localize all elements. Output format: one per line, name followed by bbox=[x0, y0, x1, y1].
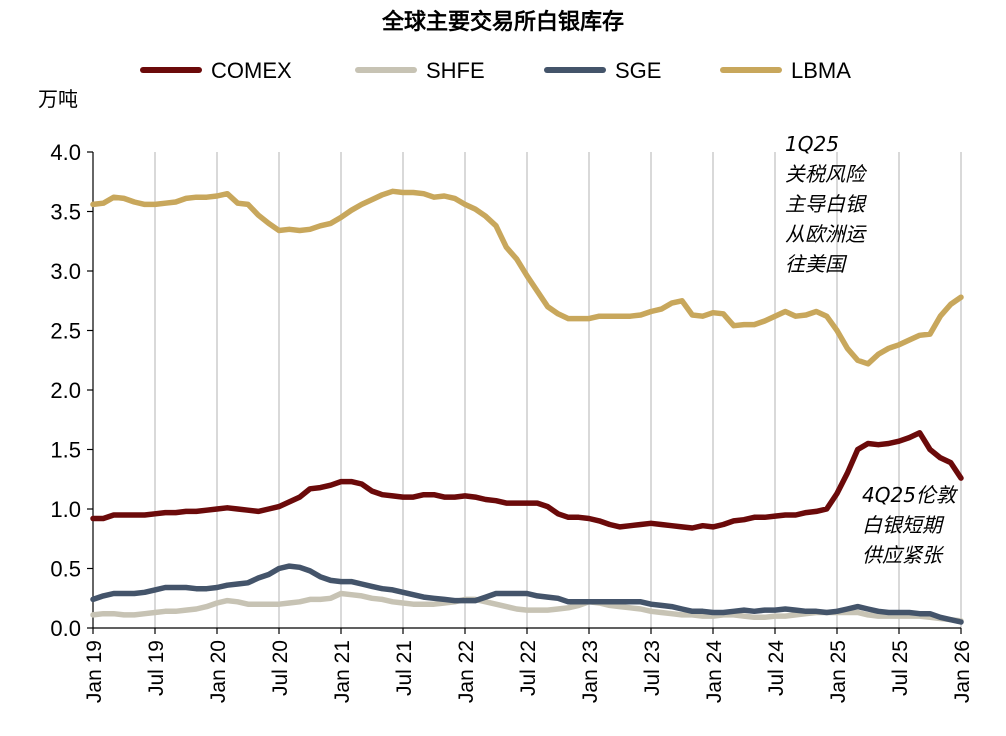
y-tick-label: 2.0 bbox=[50, 378, 81, 403]
grid bbox=[154, 152, 962, 628]
y-tick-label: 2.5 bbox=[50, 319, 81, 344]
x-tick-label: Jan 24 bbox=[703, 640, 726, 703]
x-tick-label: Jan 19 bbox=[83, 640, 106, 703]
series-line-comex bbox=[90, 430, 964, 531]
legend-label-shfe: SHFE bbox=[426, 58, 485, 83]
series-lines bbox=[90, 188, 964, 625]
annotation-line: 供应紧张 bbox=[862, 543, 945, 567]
x-tick-label: Jan 23 bbox=[579, 640, 602, 703]
axes bbox=[87, 151, 962, 634]
series-line-lbma bbox=[90, 188, 964, 367]
annotation-line: 从欧洲运 bbox=[785, 222, 867, 246]
x-tick-label: Jul 24 bbox=[765, 640, 788, 696]
y-tick-label: 4.0 bbox=[50, 140, 81, 165]
x-tick-label: Jan 21 bbox=[331, 640, 354, 703]
x-tick-label: Jul 21 bbox=[393, 640, 416, 696]
annotation-line: 关税风险 bbox=[785, 162, 868, 186]
annotations: 1Q25 关税风险主导白银从欧洲运往美国 4Q25伦敦白银短期供应紧张 bbox=[785, 132, 959, 567]
x-tick-label: Jan 25 bbox=[827, 640, 850, 703]
legend-label-sge: SGE bbox=[615, 58, 661, 83]
x-tick-label: Jul 23 bbox=[641, 640, 664, 696]
x-tick-labels: Jan 19 Jul 19 Jan 20 Jul 20 Jan 21 Jul 21 Jan … bbox=[83, 640, 974, 703]
y-tick-label: 0.0 bbox=[50, 616, 81, 641]
series-line-sge bbox=[90, 563, 964, 625]
x-tick-label: Jul 22 bbox=[517, 640, 540, 696]
annotation-2: 4Q25伦敦白银短期供应紧张 bbox=[862, 483, 959, 567]
annotation-line: 往美国 bbox=[785, 252, 848, 276]
x-tick-label: Jan 22 bbox=[455, 640, 478, 703]
annotation-line: 1Q25 bbox=[785, 132, 839, 156]
legend: COMEX SHFE SGE LBMA bbox=[140, 58, 851, 83]
x-tick-label: Jul 19 bbox=[145, 640, 168, 696]
legend-label-lbma: LBMA bbox=[791, 58, 851, 83]
y-tick-label: 1.0 bbox=[50, 497, 81, 522]
x-tick-label: Jul 25 bbox=[889, 640, 912, 696]
chart-title: 全球主要交易所白银库存 bbox=[381, 9, 624, 35]
legend-label-comex: COMEX bbox=[211, 58, 292, 83]
annotation-1: 1Q25 关税风险主导白银从欧洲运往美国 bbox=[785, 132, 868, 276]
annotation-line: 4Q25伦敦 bbox=[862, 483, 959, 507]
x-tick-label: Jan 26 bbox=[951, 640, 974, 703]
y-tick-label: 3.5 bbox=[50, 200, 81, 225]
x-tick-label: Jul 20 bbox=[269, 640, 292, 696]
x-tick-label: Jan 20 bbox=[207, 640, 230, 703]
y-tick-label: 0.5 bbox=[50, 557, 81, 582]
y-tick-labels: 0.0 0.5 1.0 1.5 2.0 2.5 3.0 3.5 4.0 bbox=[50, 140, 81, 641]
y-tick-label: 1.5 bbox=[50, 438, 81, 463]
annotation-line: 主导白银 bbox=[785, 192, 867, 216]
annotation-line: 白银短期 bbox=[862, 513, 945, 537]
y-axis-label: 万吨 bbox=[38, 87, 78, 111]
y-tick-label: 3.0 bbox=[50, 259, 81, 284]
